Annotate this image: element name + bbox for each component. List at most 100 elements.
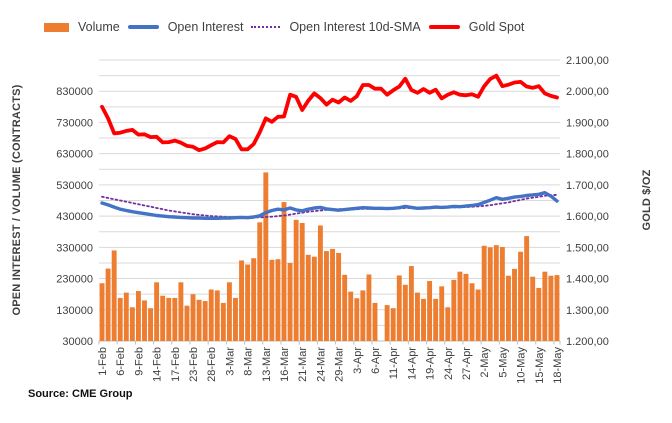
volume-bar — [239, 260, 244, 341]
x-axis-tick-label: 21-Mar — [297, 347, 309, 382]
right-axis-tick-label: 1.700,00 — [566, 180, 609, 192]
x-axis-tick-label: 19-Apr — [425, 347, 437, 380]
volume-bar — [123, 292, 129, 341]
volume-bar — [542, 271, 548, 341]
volume-bar — [226, 282, 232, 341]
volume-bar — [111, 250, 117, 341]
volume-bar — [481, 245, 487, 341]
volume-bar — [445, 307, 451, 341]
x-axis-tick-label: 14-Apr — [406, 347, 418, 380]
volume-bar — [530, 276, 536, 341]
volume-bar — [390, 308, 396, 341]
x-axis-tick-label: 6-Feb — [115, 347, 127, 376]
volume-bar — [317, 225, 323, 341]
right-axis-title: GOLD $/OZ — [641, 169, 653, 230]
volume-bar — [281, 202, 287, 341]
volume-bar — [154, 282, 160, 341]
x-axis-tick-label: 14-Feb — [152, 347, 164, 382]
x-axis-tick-label: 16-Mar — [279, 347, 291, 382]
right-axis-tick-label: 1.400,00 — [566, 274, 609, 286]
chart-legend: Volume Open Interest Open Interest 10d-S… — [44, 18, 524, 36]
x-axis-tick-label: 3-Apr — [352, 347, 364, 374]
volume-bar — [360, 290, 366, 341]
volume-bar — [305, 254, 311, 341]
volume-bar — [548, 275, 554, 341]
left-axis-tick-label: 630000 — [56, 149, 93, 161]
left-axis-tick-label: 130000 — [56, 305, 93, 317]
volume-bar — [311, 256, 317, 341]
volume-bar — [172, 297, 178, 341]
volume-bar — [336, 252, 342, 341]
volume-bar — [245, 264, 251, 341]
volume-bar — [269, 259, 275, 341]
x-axis-tick-label: 5-May — [497, 347, 509, 378]
volume-bar — [518, 251, 524, 341]
volume-bar — [190, 294, 196, 341]
volume-bar — [275, 259, 281, 341]
volume-bar — [299, 222, 305, 341]
volume-bar — [499, 247, 505, 341]
x-axis-tick-label: 15-May — [534, 347, 546, 384]
volume-bar — [233, 297, 238, 341]
right-axis-tick-label: 2.000,00 — [566, 86, 609, 98]
oi-sma-line — [101, 193, 558, 219]
left-axis-tick-label: 330000 — [56, 242, 93, 254]
volume-bar — [214, 290, 220, 341]
right-axis-tick-label: 1.300,00 — [566, 305, 609, 317]
volume-bar — [142, 300, 147, 341]
volume-bar — [384, 305, 390, 341]
legend-item-gold-spot: Gold Spot — [428, 20, 524, 34]
oi-sma-legend-dotted-icon — [251, 26, 281, 28]
left-axis-tick-label: 530000 — [56, 180, 93, 192]
volume-bar — [99, 283, 105, 341]
open-interest-legend-line-icon — [127, 25, 159, 29]
right-axis-tick-label: 1.900,00 — [566, 117, 609, 129]
left-axis-tick-label: 230000 — [56, 274, 93, 286]
volume-bar — [117, 297, 123, 341]
volume-bar — [293, 219, 299, 341]
volume-bar — [421, 298, 426, 341]
volume-bar — [160, 295, 166, 341]
volume-bar — [439, 286, 445, 341]
volume-bar — [166, 297, 172, 341]
left-axis-tick-label: 730000 — [56, 117, 93, 129]
x-axis-tick-label: 9-Feb — [133, 347, 145, 376]
x-axis-tick-label: 6-Apr — [370, 347, 382, 374]
x-axis-tick-label: 8-Mar — [243, 347, 255, 376]
volume-bar — [415, 292, 420, 341]
legend-label-open-interest: Open Interest — [167, 20, 244, 34]
legend-item-open-interest: Open Interest — [127, 20, 244, 34]
x-axis-tick-label: 23-Feb — [188, 347, 200, 382]
right-axis-tick-label: 1.800,00 — [566, 149, 609, 161]
volume-bar — [402, 284, 408, 341]
right-axis-tick-label: 1.600,00 — [566, 211, 609, 223]
legend-label-oi-sma: Open Interest 10d-SMA — [289, 20, 421, 34]
x-axis-tick-label: 17-Feb — [170, 347, 182, 382]
left-axis-tick-label: 30000 — [62, 336, 93, 348]
volume-bar — [396, 275, 402, 341]
x-axis-tick-label: 1-Feb — [97, 347, 109, 376]
legend-item-oi-sma: Open Interest 10d-SMA — [251, 20, 421, 34]
volume-bar — [324, 251, 329, 341]
x-axis-tick-label: 2-May — [479, 347, 491, 378]
volume-bar — [487, 247, 493, 341]
x-axis-tick-label: 3-Mar — [224, 347, 236, 376]
x-axis-tick-label: 13-Mar — [261, 347, 273, 382]
x-axis-tick-label: 24-Apr — [443, 347, 455, 380]
volume-bar — [184, 305, 190, 341]
volume-bar — [251, 258, 257, 341]
volume-bar — [457, 271, 463, 341]
right-axis-tick-label: 1.200,00 — [566, 336, 609, 348]
volume-bar — [469, 283, 475, 341]
volume-bar — [536, 287, 542, 341]
volume-bar — [372, 302, 378, 341]
volume-bar — [342, 274, 348, 341]
volume-bar — [208, 289, 214, 341]
right-axis-tick-label: 1.500,00 — [566, 242, 609, 254]
volume-bar — [257, 222, 263, 341]
volume-bar — [408, 266, 414, 341]
source-caption: Source: CME Group — [28, 388, 133, 400]
volume-bar — [463, 273, 469, 341]
volume-bar — [105, 268, 111, 341]
